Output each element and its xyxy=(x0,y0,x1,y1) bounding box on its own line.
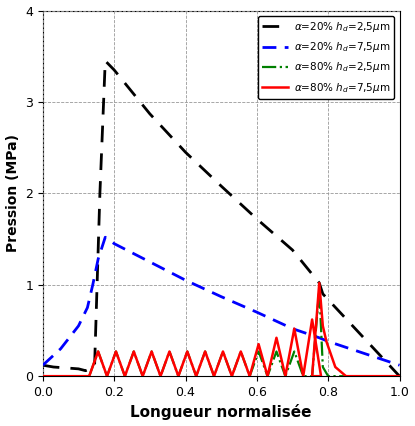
Legend: $\alpha$=20% $h_d$=2,5$\mu$m, $\alpha$=20% $h_d$=7,5$\mu$m, $\alpha$=80% $h_d$=2: $\alpha$=20% $h_d$=2,5$\mu$m, $\alpha$=2… xyxy=(258,16,394,99)
X-axis label: Longueur normalisée: Longueur normalisée xyxy=(130,404,312,420)
Y-axis label: Pression (MPa): Pression (MPa) xyxy=(5,134,20,252)
